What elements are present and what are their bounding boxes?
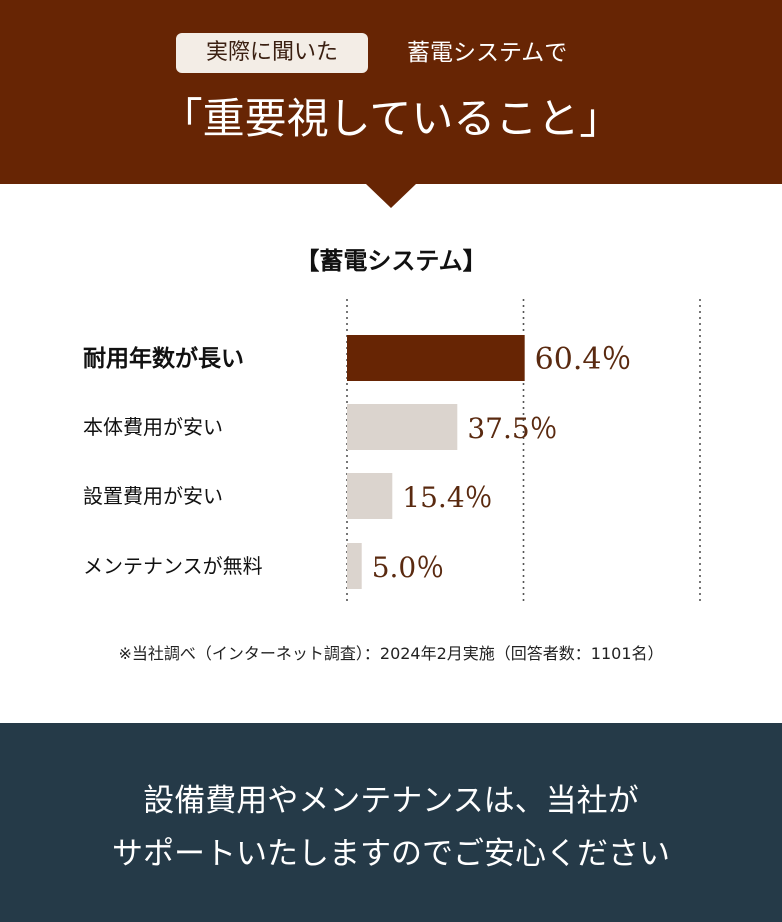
bar-2: [347, 473, 393, 519]
value-label-2: 15.4％: [402, 481, 492, 514]
header-topic: 蓄電システムで: [407, 40, 568, 66]
header-badge: 実際に聞いた: [176, 33, 368, 73]
footer-banner: [0, 723, 782, 922]
header-pointer-arrow: [366, 184, 416, 208]
bar-1: [347, 404, 458, 450]
footer-message-line-2: サポートいたしますのでご安心ください: [112, 836, 670, 872]
category-label-0: 耐用年数が長い: [83, 345, 244, 372]
bar-0: [347, 335, 525, 381]
category-label-1: 本体費用が安い: [83, 415, 223, 439]
chart-title: 【蓄電システム】: [295, 247, 487, 275]
value-label-3: 5.0％: [372, 551, 445, 584]
footer-message-line-1: 設備費用やメンテナンスは、当社が: [143, 783, 639, 819]
header-banner: 実際に聞いた 蓄電システムで 「重要視していること」: [0, 0, 782, 184]
category-label-3: メンテナンスが無料: [83, 554, 263, 578]
survey-note: ※当社調べ（インターネット調査）：2024年2月実施（回答者数：1101名）: [118, 644, 664, 663]
bar-3: [347, 543, 362, 589]
value-label-1: 37.5％: [467, 412, 557, 445]
category-label-2: 設置費用が安い: [83, 484, 223, 508]
header-title: 「重要視していること」: [160, 94, 622, 143]
value-label-0: 60.4％: [535, 342, 632, 377]
